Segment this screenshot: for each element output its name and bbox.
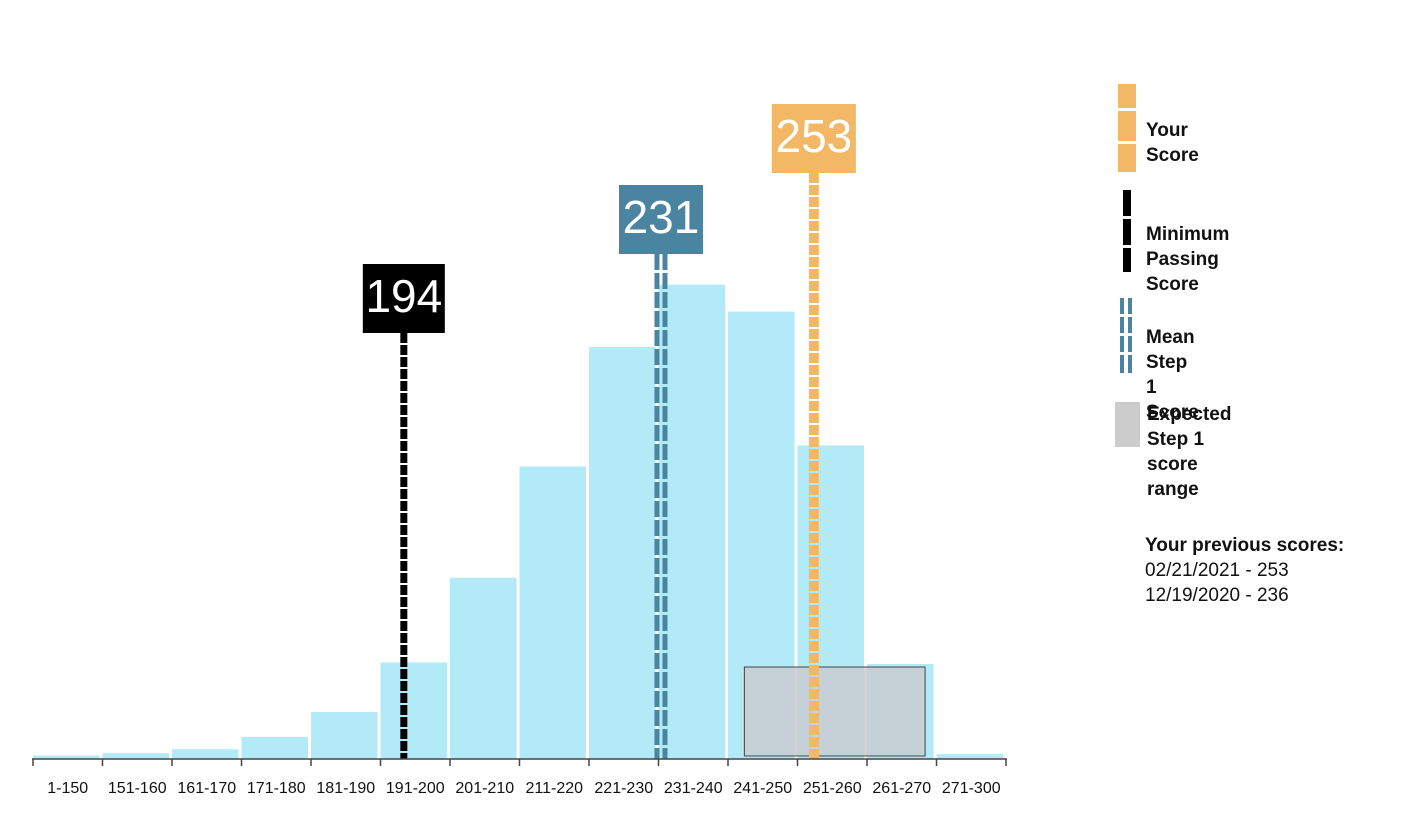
previous-score-entry: 02/21/2021 - 253 [1145, 560, 1289, 581]
minimum_passing-label: 194 [365, 270, 442, 322]
minimum-passing-swatch [1123, 190, 1131, 272]
legend-minimum-passing-label: Minimum Passing Score [1146, 224, 1230, 295]
x-tick-label: 241-250 [733, 780, 792, 797]
bar-201-210 [450, 577, 517, 759]
legend-expected-line2: score range [1147, 454, 1199, 500]
x-tick-label: 151-160 [108, 780, 167, 797]
bar-211-220 [519, 466, 586, 759]
previous-scores-title: Your previous scores: [1145, 535, 1345, 556]
expected-range-swatch [1115, 402, 1140, 447]
minimum_passing-label-box [362, 264, 445, 333]
mean-swatch [1120, 298, 1132, 373]
bar-221-230 [589, 346, 656, 759]
expected-range-box [743, 666, 926, 757]
x-tick-label: 251-260 [803, 780, 862, 797]
legend-mean-label: Mean Step 1 Score [1146, 327, 1199, 423]
x-tick-label: 1-150 [47, 780, 88, 797]
previous-scores: Your previous scores: 02/21/2021 - 253 1… [1145, 533, 1344, 608]
x-tick-label: 191-200 [386, 780, 445, 797]
bar-231-240 [658, 284, 725, 759]
legend-expected-range-label: Expected Step 1 score range [1147, 402, 1231, 502]
bar-161-170 [172, 749, 239, 759]
bar-191-200 [380, 662, 447, 759]
legend-your-score-label: Your Score [1146, 120, 1199, 166]
legend-expected-line1: Expected Step 1 [1147, 404, 1232, 450]
x-tick-label: 201-210 [455, 780, 514, 797]
your_score-label: 253 [776, 110, 853, 162]
previous-score-entry: 12/19/2020 - 236 [1145, 585, 1289, 606]
x-tick-label: 181-190 [316, 780, 375, 797]
x-tick-label: 161-170 [177, 780, 236, 797]
x-tick-label: 271-300 [942, 780, 1001, 797]
x-tick-label: 221-230 [594, 780, 653, 797]
x-tick-label: 171-180 [247, 780, 306, 797]
your_score-label-box [771, 104, 856, 173]
mean-label-box [618, 185, 703, 254]
bar-1-150 [33, 755, 100, 759]
score-histogram: 194 231 253 1-150 151-160 161-170 171-180 181-… [32, 104, 1007, 797]
bar-271-300 [936, 754, 1003, 759]
x-tick-label: 211-220 [525, 780, 583, 797]
x-tick-label: 231-240 [664, 780, 723, 797]
mean-label: 231 [623, 191, 700, 243]
your-score-swatch [1118, 84, 1136, 172]
bar-151-160 [102, 753, 169, 759]
bar-171-180 [241, 736, 308, 759]
bar-181-190 [311, 711, 378, 759]
x-tick-label: 261-270 [872, 780, 931, 797]
